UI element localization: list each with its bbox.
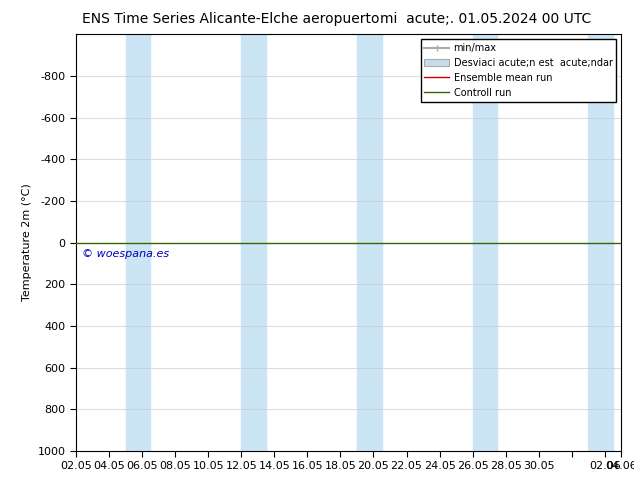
Text: © woespana.es: © woespana.es (82, 249, 169, 259)
Bar (126, 34, 150, 451)
Legend: min/max, Desviaci acute;n est  acute;ndar, Ensemble mean run, Controll run: min/max, Desviaci acute;n est acute;ndar… (420, 39, 616, 101)
Bar (242, 34, 266, 451)
Text: mi  acute;. 01.05.2024 00 UTC: mi acute;. 01.05.2024 00 UTC (380, 12, 592, 26)
Bar (588, 34, 613, 451)
Bar (472, 34, 498, 451)
Y-axis label: Temperature 2m (°C): Temperature 2m (°C) (22, 184, 32, 301)
Bar (357, 34, 382, 451)
Text: ENS Time Series Alicante-Elche aeropuerto: ENS Time Series Alicante-Elche aeropuert… (82, 12, 380, 26)
